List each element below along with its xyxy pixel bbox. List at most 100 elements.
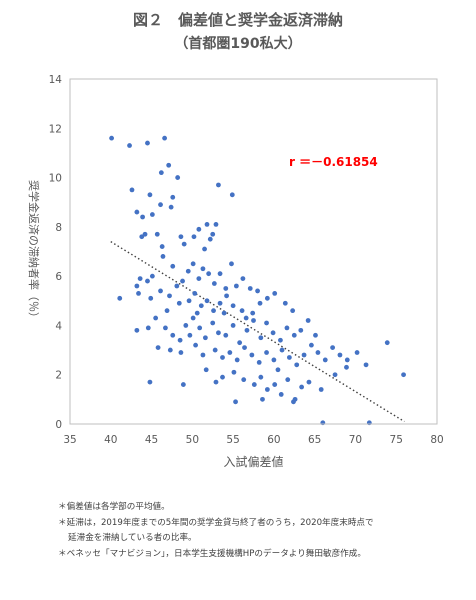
trendline <box>110 241 405 423</box>
data-point <box>158 288 163 294</box>
footnote-2: ＊延滞は，2019年度までの5年間の奨学金貸与終了者のうち，2020年度末時点で <box>58 517 374 528</box>
data-point <box>256 359 262 365</box>
y-tick-label: 14 <box>49 74 63 86</box>
data-point <box>196 276 202 282</box>
data-point <box>129 187 135 193</box>
data-point <box>178 350 184 355</box>
data-point <box>149 212 155 217</box>
data-point <box>202 246 207 252</box>
data-point <box>318 387 324 392</box>
data-point <box>155 345 161 351</box>
data-point <box>285 377 291 383</box>
data-point <box>140 214 145 220</box>
correlation-annotation: r ＝－0.61854 <box>289 155 378 169</box>
data-point <box>190 315 196 321</box>
data-point <box>181 241 187 247</box>
data-point <box>216 330 221 336</box>
y-axis-ticks: 0 2 4 6 8 10 12 14 <box>49 74 63 431</box>
data-point <box>251 382 257 387</box>
data-point <box>229 261 234 267</box>
data-point <box>305 318 311 323</box>
trendline-group <box>110 241 405 423</box>
data-point <box>354 350 360 355</box>
data-point <box>210 320 216 326</box>
data-point <box>202 335 208 341</box>
data-point <box>255 288 260 294</box>
data-point <box>147 192 153 198</box>
x-axis-ticks: 35 40 45 50 55 60 65 70 75 80 <box>63 434 443 446</box>
y-tick-label: 8 <box>55 222 62 234</box>
data-point <box>170 194 176 200</box>
data-point <box>160 254 166 259</box>
data-point <box>139 234 145 240</box>
data-point <box>168 204 174 210</box>
y-tick-label: 0 <box>55 419 62 431</box>
data-point <box>174 283 180 289</box>
data-point <box>306 379 312 385</box>
data-point <box>148 295 154 301</box>
footnote-2-cont: 延滞金を滞納している者の比率。 <box>68 533 197 543</box>
data-point <box>187 332 193 338</box>
data-point <box>272 290 278 296</box>
data-point <box>207 236 213 242</box>
data-point <box>203 367 209 373</box>
plot-area <box>69 78 438 425</box>
data-point <box>190 261 196 267</box>
data-point <box>230 323 236 328</box>
data-point <box>213 221 219 227</box>
data-point <box>249 352 255 358</box>
data-point <box>384 340 390 346</box>
data-point <box>251 318 256 323</box>
data-point <box>264 295 270 301</box>
data-point <box>134 283 140 289</box>
data-point <box>264 320 269 326</box>
footnotes: ＊偏差値は各学部の平均値。 ＊延滞は，2019年度までの5年間の奨学金貸与終了者… <box>58 500 374 562</box>
data-point <box>200 266 206 272</box>
data-point <box>271 357 277 363</box>
data-point <box>258 374 264 380</box>
data-point <box>170 263 176 269</box>
data-point <box>167 347 173 353</box>
data-point <box>260 396 265 402</box>
data-point <box>217 300 223 306</box>
footnote-1: ＊偏差値は各学部の平均値。 <box>58 502 170 512</box>
y-tick-label: 2 <box>55 370 62 382</box>
data-point <box>134 209 140 215</box>
y-tick-label: 12 <box>49 123 62 135</box>
data-point <box>244 327 250 333</box>
data-point <box>211 308 216 314</box>
data-point <box>239 308 245 314</box>
x-tick-label: 50 <box>186 434 199 446</box>
data-point <box>237 340 243 346</box>
data-point <box>180 278 185 284</box>
data-point <box>109 135 114 141</box>
data-point <box>315 350 321 355</box>
data-point <box>313 332 318 338</box>
data-point <box>257 300 263 306</box>
data-point <box>206 271 212 277</box>
data-point <box>221 310 227 316</box>
y-tick-label: 4 <box>55 320 62 332</box>
data-point <box>145 278 150 284</box>
data-point <box>134 327 140 333</box>
data-point <box>197 325 203 331</box>
data-point <box>154 231 160 237</box>
data-point <box>162 135 168 141</box>
chart-title: 図２ 偏差値と奨学金返済滞納 <box>132 11 343 29</box>
data-point <box>158 170 164 176</box>
x-axis-label: 入試偏差値 <box>223 454 283 469</box>
data-point <box>275 367 281 373</box>
data-point <box>159 244 165 249</box>
y-tick-label: 10 <box>49 173 62 185</box>
x-tick-label: 60 <box>267 434 280 446</box>
data-point <box>278 392 284 397</box>
data-point <box>149 273 155 279</box>
data-point <box>211 281 217 286</box>
data-point <box>177 337 183 343</box>
x-tick-label: 40 <box>104 434 117 446</box>
data-point <box>210 231 216 237</box>
data-point <box>217 271 223 277</box>
footnote-3: ＊ベネッセ「マナビジョン」，日本学生支援機構HPのデータより舞田敏彦作成。 <box>58 548 366 559</box>
data-point <box>180 382 186 387</box>
data-point <box>322 357 328 363</box>
